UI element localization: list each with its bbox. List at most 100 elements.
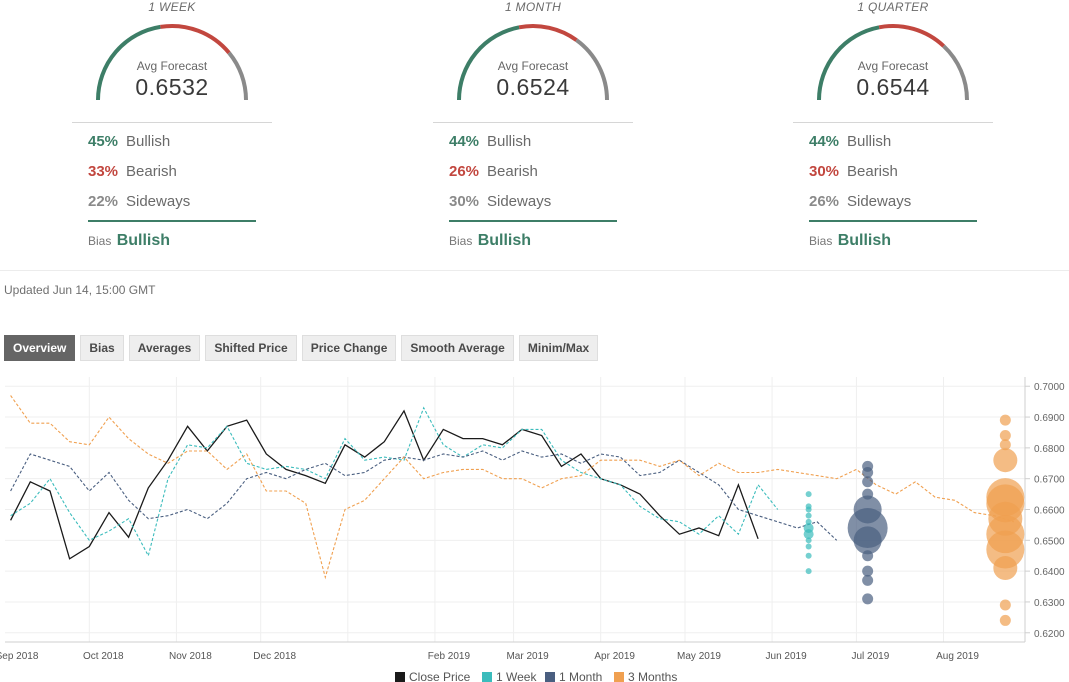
bearish-label: Bearish (487, 163, 538, 180)
bullish-label: Bullish (126, 133, 171, 150)
series-line-1-month (10, 450, 838, 541)
legend-label: 1 Week (496, 670, 537, 682)
forecast-bubble-1-week (805, 512, 812, 519)
forecast-bubble-1-week (805, 506, 812, 513)
tab-averages[interactable]: Averages (128, 335, 201, 361)
x-tick-label: Oct 2018 (83, 651, 124, 662)
bearish-row: 33% Bearish (88, 163, 177, 180)
y-tick-label: 0.6500 (1034, 536, 1065, 547)
forecast-panel-quarter: 1 QUARTER Avg Forecast 0.6544 44% Bullish… (793, 0, 1013, 262)
y-tick-label: 0.6200 (1034, 629, 1065, 640)
bearish-arc (878, 24, 946, 48)
chart-tabs: Overview Bias Averages Shifted Price Price C… (4, 335, 599, 361)
forecast-bubble-3-months (993, 556, 1018, 581)
bias-label: Bias (88, 234, 112, 248)
bias-label: Bias (449, 234, 473, 248)
bias-indicator-line (809, 220, 977, 222)
y-tick-label: 0.7000 (1034, 382, 1065, 393)
bearish-row: 30% Bearish (809, 163, 898, 180)
bullish-arc (96, 24, 161, 101)
forecast-bubble-1-month (853, 526, 882, 555)
bias-value: Bullish (477, 232, 532, 249)
legend-label: Close Price (409, 670, 471, 682)
x-tick-label: Mar 2019 (506, 651, 549, 662)
bearish-row: 26% Bearish (449, 163, 538, 180)
forecast-bubble-1-month (862, 550, 874, 562)
bullish-row: 44% Bullish (809, 133, 891, 150)
forecast-bubble-1-week (805, 552, 812, 559)
x-tick-label: Apr 2019 (594, 651, 635, 662)
bearish-percent: 26% (449, 163, 480, 180)
divider (72, 122, 272, 123)
forecast-bubble-1-week (805, 491, 812, 498)
bullish-row: 45% Bullish (88, 133, 170, 150)
bullish-percent: 45% (88, 133, 119, 150)
legend-swatch (482, 672, 492, 682)
y-tick-label: 0.6900 (1034, 413, 1065, 424)
sideways-row: 30% Sideways (449, 193, 551, 210)
legend-label: 1 Month (559, 670, 602, 682)
sideways-percent: 26% (809, 193, 840, 210)
forecast-bubble-3-months (999, 414, 1011, 426)
bias: Bias Bullish (88, 232, 170, 250)
legend-swatch (614, 672, 624, 682)
forecast-chart: 0.7000 0.6900 0.6800 0.6700 0.6600 0.6500 0.64… (0, 377, 1065, 682)
tab-overview[interactable]: Overview (4, 335, 76, 361)
forecast-bubble-1-week (805, 543, 812, 550)
bullish-arc (457, 25, 520, 101)
y-tick-label: 0.6600 (1034, 506, 1065, 517)
bullish-label: Bullish (847, 133, 892, 150)
x-tick-label: Dec 2018 (253, 651, 296, 662)
sideways-arc (227, 51, 248, 101)
forecast-bubble-3-months (999, 614, 1011, 626)
bearish-label: Bearish (847, 163, 898, 180)
y-tick-label: 0.6800 (1034, 444, 1065, 455)
tab-price-change[interactable]: Price Change (301, 335, 397, 361)
forecast-bubble-3-months (999, 430, 1011, 442)
forecast-bubble-3-months (993, 448, 1018, 473)
forecast-panel-week: 1 WEEK Avg Forecast 0.6532 45% Bullish 33… (72, 0, 292, 262)
bearish-percent: 33% (88, 163, 119, 180)
sideways-label: Sideways (847, 193, 912, 210)
y-tick-label: 0.6400 (1034, 567, 1065, 578)
sideways-row: 26% Sideways (809, 193, 911, 210)
forecast-bubble-1-week (805, 537, 812, 544)
series-line-close-price (10, 409, 759, 560)
x-tick-label: Aug 2019 (936, 651, 979, 662)
sideways-label: Sideways (126, 193, 191, 210)
tab-shifted-price[interactable]: Shifted Price (205, 335, 297, 361)
tab-bias[interactable]: Bias (80, 335, 124, 361)
avg-forecast-label: Avg Forecast (497, 59, 569, 73)
avg-forecast-value: 0.6544 (856, 74, 930, 100)
forecast-bubble-3-months (986, 530, 1025, 569)
avg-forecast-value: 0.6532 (135, 74, 209, 100)
avg-forecast-value: 0.6524 (496, 74, 570, 100)
forecast-bubble-1-month (862, 476, 874, 488)
legend-swatch (395, 672, 405, 682)
sideways-arc (942, 44, 969, 101)
period-label: 1 WEEK (148, 0, 196, 14)
forecast-bubble-1-week (805, 568, 812, 575)
bullish-percent: 44% (449, 133, 480, 150)
bias-value: Bullish (116, 232, 171, 249)
bias: Bias Bullish (809, 232, 891, 250)
divider (433, 122, 633, 123)
sideways-label: Sideways (487, 193, 552, 210)
forecast-bubble-1-month (862, 593, 874, 605)
bullish-percent: 44% (809, 133, 840, 150)
bullish-arc (817, 25, 880, 101)
forecast-bubble-1-month (862, 467, 874, 479)
bearish-arc (518, 24, 578, 42)
bias-label: Bias (809, 234, 833, 248)
tab-smooth-average[interactable]: Smooth Average (401, 335, 514, 361)
divider (0, 270, 1069, 271)
legend-swatch (545, 672, 555, 682)
forecast-bubble-3-months (999, 599, 1011, 611)
bias-indicator-line (88, 220, 256, 222)
tab-minim-max[interactable]: Minim/Max (518, 335, 599, 361)
y-tick-label: 0.6300 (1034, 598, 1065, 609)
avg-forecast-label: Avg Forecast (857, 59, 929, 73)
period-label: 1 MONTH (504, 0, 562, 14)
series-line-3-months (10, 395, 1014, 580)
bearish-arc (160, 24, 231, 55)
